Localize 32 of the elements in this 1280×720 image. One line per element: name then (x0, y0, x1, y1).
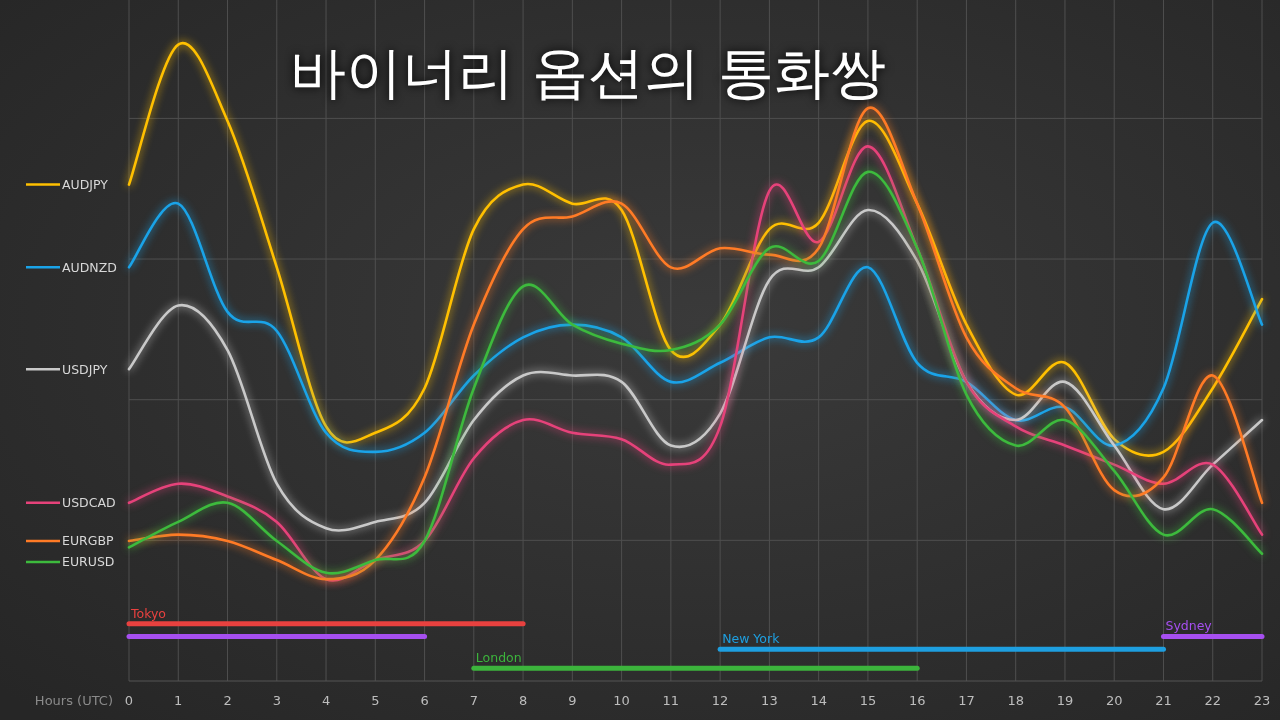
legend-label: EURUSD (62, 554, 115, 570)
x-tick-label: 16 (908, 693, 926, 708)
legend-label: USDJPY (62, 361, 108, 377)
x-tick-label: 5 (371, 693, 380, 708)
x-tick-label: 3 (272, 693, 281, 708)
x-tick-label: 8 (518, 693, 528, 708)
x-tick-label: 17 (958, 693, 975, 708)
legend-label: AUDNZD (62, 259, 117, 275)
x-tick-label: 12 (711, 693, 729, 708)
x-tick-label: 21 (1155, 693, 1172, 708)
x-tick-label: 18 (1007, 693, 1024, 708)
title: 바이너리 옵션의 통화쌍 (290, 40, 886, 105)
x-tick-label: 15 (859, 693, 877, 708)
legend-label: USDCAD (62, 495, 116, 511)
x-tick-label: 4 (321, 693, 331, 708)
x-tick-label: 13 (761, 693, 778, 708)
x-tick-label: 20 (1105, 693, 1123, 708)
x-tick-label: 10 (613, 693, 630, 708)
legend-label: AUDJPY (62, 177, 109, 193)
x-tick-label: 19 (1056, 693, 1074, 708)
x-tick-label: 11 (662, 693, 680, 708)
x-tick-label: 0 (124, 693, 134, 708)
x-tick-label: 14 (810, 693, 827, 708)
xlabel: Hours (UTC) (34, 693, 113, 708)
legend-label: EURGBP (62, 533, 114, 549)
x-tick-label: 22 (1204, 693, 1222, 708)
x-tick-label: 9 (568, 693, 577, 708)
x-tick-label: 7 (469, 693, 478, 708)
x-tick-label: 6 (420, 693, 429, 708)
x-tick-label: 23 (1253, 693, 1271, 708)
x-tick-label: 1 (174, 693, 183, 708)
x-tick-label: 2 (223, 693, 232, 708)
